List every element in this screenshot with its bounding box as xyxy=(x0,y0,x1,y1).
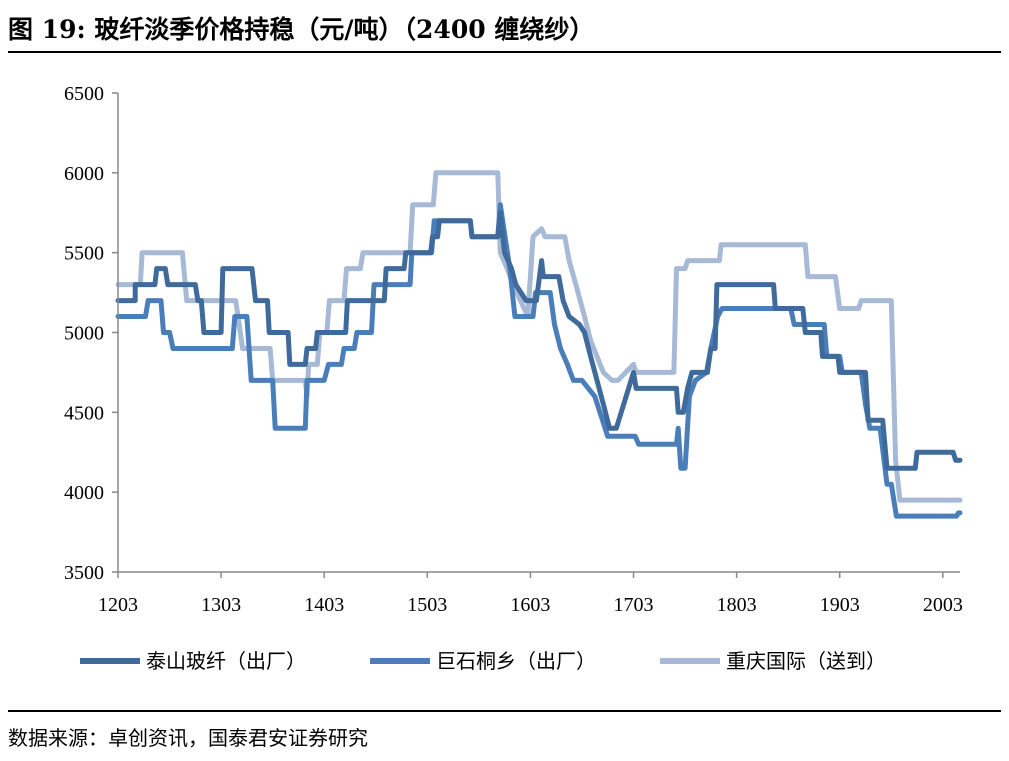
y-tick-label: 5000 xyxy=(64,323,104,345)
y-tick-label: 4500 xyxy=(64,402,104,424)
x-tick-label: 1603 xyxy=(510,594,550,616)
x-tick-label: 1803 xyxy=(717,594,757,616)
legend-label-2: 重庆国际（送到） xyxy=(726,649,886,673)
x-tick-label: 1203 xyxy=(98,594,138,616)
x-tick-label: 1303 xyxy=(201,594,241,616)
x-tick-label: 1703 xyxy=(614,594,654,616)
y-tick-label: 6000 xyxy=(64,163,104,185)
series-line-2 xyxy=(115,170,963,503)
legend-label-0: 泰山玻纤（出厂） xyxy=(146,649,306,673)
series-line-0 xyxy=(115,210,963,471)
legend-label-1: 巨石桐乡（出厂） xyxy=(436,649,596,673)
x-tick-label: 1503 xyxy=(407,594,447,616)
y-tick-label: 6500 xyxy=(64,83,104,105)
y-tick-label: 5500 xyxy=(64,243,104,265)
x-tick-label: 1403 xyxy=(304,594,344,616)
x-tick-label: 1903 xyxy=(820,594,860,616)
x-tick-label: 2003 xyxy=(923,594,963,616)
title-divider xyxy=(8,51,1001,53)
series-line-1 xyxy=(115,202,963,519)
data-source: 数据来源：卓创资讯，国泰君安证券研究 xyxy=(8,726,368,750)
y-tick-label: 4000 xyxy=(64,482,104,504)
y-tick-label: 3500 xyxy=(64,562,104,584)
figure-title: 图 19: 玻纤淡季价格持稳（元/吨）（2400 缠绕纱） xyxy=(8,15,595,44)
source-divider xyxy=(8,710,1001,712)
